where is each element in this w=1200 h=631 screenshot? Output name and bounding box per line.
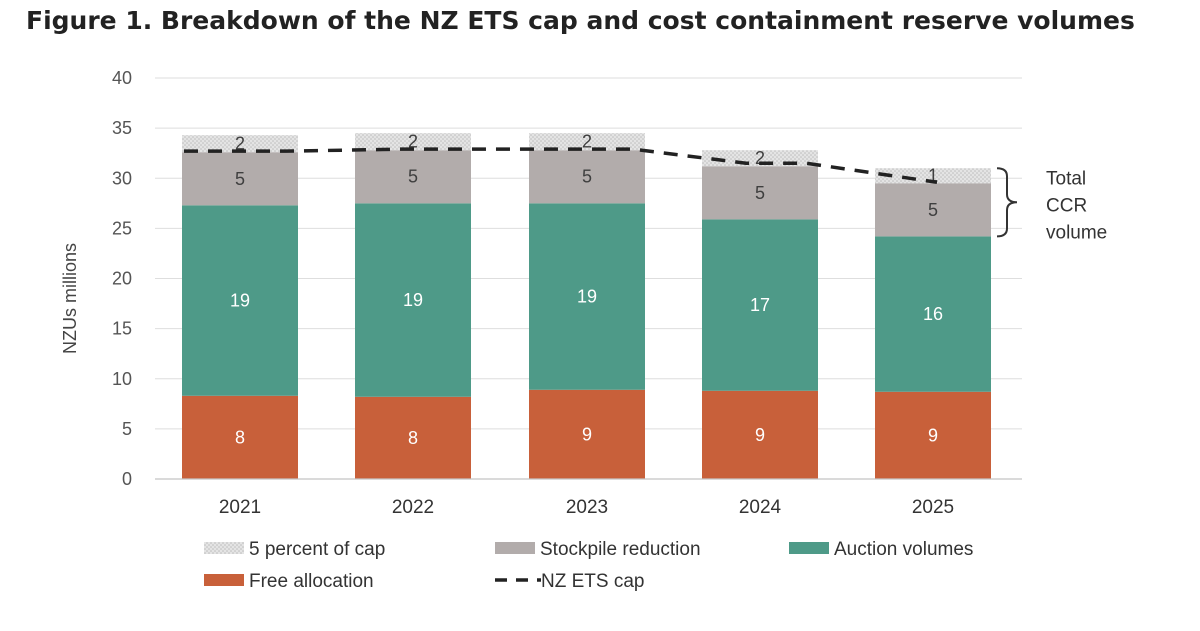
bar-auction-volumes-2022: [355, 203, 471, 397]
y-tick-label-20: 20: [112, 269, 132, 289]
x-tick-label-2025: 2025: [912, 497, 954, 518]
data-label-auction-volumes-2021: 19: [230, 291, 250, 311]
data-label-stockpile-reduction-2023: 5: [582, 167, 592, 187]
data-label-auction-volumes-2022: 19: [403, 290, 423, 310]
bar-auction-volumes-2024: [702, 219, 818, 391]
bar-auction-volumes-2021: [182, 205, 298, 396]
chart-title: Figure 1. Breakdown of the NZ ETS cap an…: [26, 6, 1135, 35]
data-label-free-allocation-2025: 9: [928, 425, 938, 445]
line-nz-ets-cap: [184, 147, 938, 184]
legend-swatch-5-percent-of-cap: [204, 542, 244, 554]
ccr-annotation-text-3: volume: [1046, 222, 1107, 243]
y-tick-label-25: 25: [112, 218, 132, 238]
y-tick-label-40: 40: [112, 68, 132, 88]
bars: [182, 133, 991, 479]
legend-label-auction-volumes: Auction volumes: [834, 539, 973, 560]
data-label-stockpile-reduction-2024: 5: [755, 183, 765, 203]
data-label-5-percent-of-cap-2024: 2: [755, 148, 765, 168]
bar-auction-volumes-2025: [875, 236, 991, 392]
bar-5-percent-of-cap-2023: [529, 133, 645, 151]
data-label-5-percent-of-cap-2022: 2: [408, 132, 418, 152]
bar-free-allocation-2024: [702, 390, 818, 479]
bar-stockpile-reduction-2023: [529, 150, 645, 204]
data-label-stockpile-reduction-2025: 5: [928, 200, 938, 220]
legend-item-stockpile-reduction: Stockpile reduction: [495, 539, 701, 560]
y-axis-title: NZUs millions: [60, 243, 80, 354]
y-tick-label-10: 10: [112, 369, 132, 389]
x-tick-label-2023: 2023: [566, 497, 608, 518]
legend-swatch-stockpile-reduction: [495, 542, 535, 554]
bar-auction-volumes-2023: [529, 203, 645, 390]
legend: 5 percent of cap Stockpile reduction Aucti…: [204, 539, 973, 592]
y-tick-label-5: 5: [122, 419, 132, 439]
bar-free-allocation-2021: [182, 395, 298, 479]
y-tick-label-30: 30: [112, 168, 132, 188]
data-label-stockpile-reduction-2022: 5: [408, 167, 418, 187]
data-label-auction-volumes-2023: 19: [577, 287, 597, 307]
legend-label-stockpile-reduction: Stockpile reduction: [540, 539, 701, 560]
legend-item-nz-ets-cap: NZ ETS cap: [495, 571, 644, 592]
bar-stockpile-reduction-2024: [702, 166, 818, 220]
data-label-stockpile-reduction-2021: 5: [235, 169, 245, 189]
x-tick-label-2021: 2021: [219, 497, 261, 518]
bar-5-percent-of-cap-2021: [182, 135, 298, 153]
ccr-annotation: Total CCR volume: [996, 167, 1107, 243]
data-label-5-percent-of-cap-2023: 2: [582, 132, 592, 152]
x-tick-label-2024: 2024: [739, 497, 782, 518]
data-label-free-allocation-2024: 9: [755, 425, 765, 445]
legend-label-free-allocation: Free allocation: [249, 571, 374, 592]
data-label-free-allocation-2022: 8: [408, 428, 418, 448]
bar-free-allocation-2023: [529, 389, 645, 479]
data-label-5-percent-of-cap-2025: 1: [928, 166, 938, 186]
legend-item-auction-volumes: Auction volumes: [789, 539, 973, 560]
y-tick-label-15: 15: [112, 319, 132, 339]
ccr-annotation-text-2: CCR: [1046, 195, 1087, 216]
bar-5-percent-of-cap-2022: [355, 133, 471, 151]
legend-label-nz-ets-cap: NZ ETS cap: [541, 571, 644, 592]
data-label-auction-volumes-2025: 16: [923, 304, 943, 324]
bar-stockpile-reduction-2021: [182, 152, 298, 206]
x-tick-label-2022: 2022: [392, 497, 434, 518]
legend-swatch-free-allocation: [204, 574, 244, 586]
data-label-auction-volumes-2024: 17: [750, 295, 770, 315]
legend-label-5-percent-of-cap: 5 percent of cap: [249, 539, 385, 560]
bar-stockpile-reduction-2022: [355, 150, 471, 204]
legend-item-free-allocation: Free allocation: [204, 571, 374, 592]
ccr-brace: [996, 167, 1018, 238]
bar-stockpile-reduction-2025: [875, 183, 991, 237]
legend-swatch-auction-volumes: [789, 542, 829, 554]
bar-free-allocation-2025: [875, 391, 991, 479]
data-label-5-percent-of-cap-2021: 2: [235, 134, 245, 154]
y-tick-label-0: 0: [122, 469, 132, 489]
cap-line-layer: [184, 147, 938, 184]
ccr-annotation-text-1: Total: [1046, 168, 1086, 189]
bar-free-allocation-2022: [355, 396, 471, 479]
bar-5-percent-of-cap-2025: [875, 168, 991, 184]
y-tick-label-35: 35: [112, 118, 132, 138]
data-label-free-allocation-2023: 9: [582, 424, 592, 444]
legend-item-5-percent-of-cap: 5 percent of cap: [204, 539, 385, 560]
data-label-free-allocation-2021: 8: [235, 427, 245, 447]
